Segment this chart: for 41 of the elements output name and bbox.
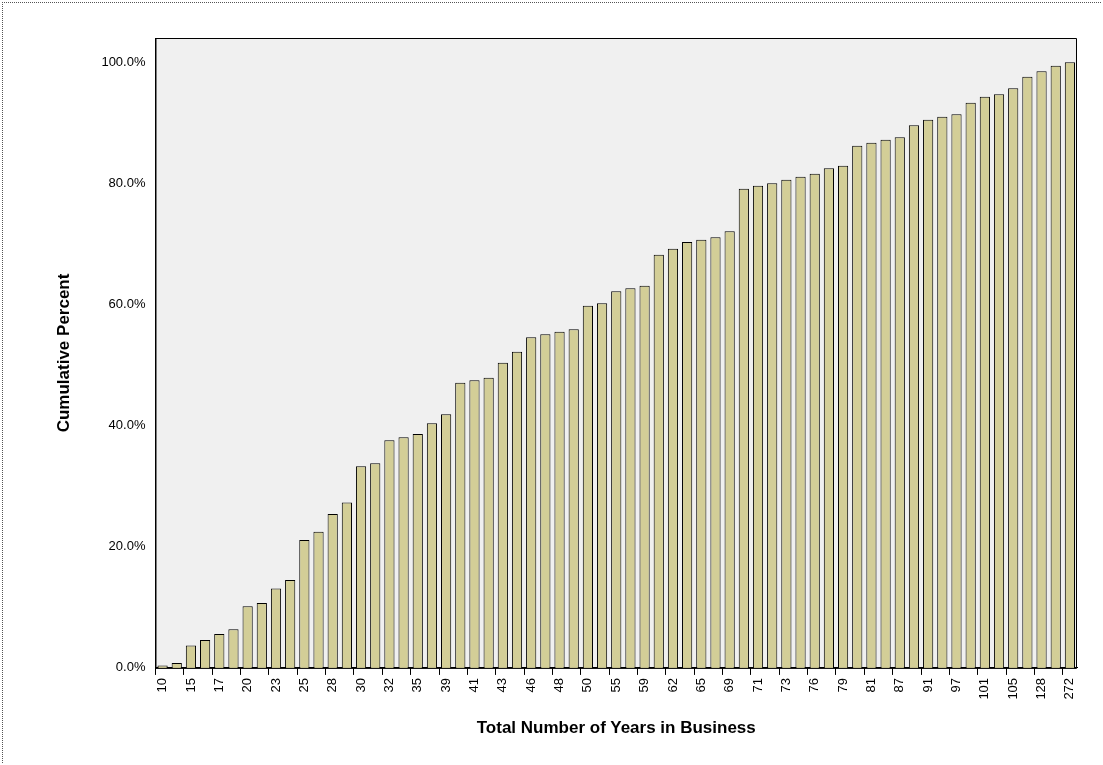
x-tick-label: 41 (466, 677, 482, 693)
x-tick-label: 79 (834, 677, 850, 693)
x-tick-label: 28 (324, 677, 340, 693)
x-tick-label: 76 (806, 677, 822, 693)
x-tick-label: 69 (721, 677, 737, 693)
x-tick-label: 39 (437, 677, 453, 693)
x-tick-label: 272 (1061, 677, 1077, 700)
y-tick-label: 100.0% (101, 53, 146, 69)
x-tick-label: 30 (352, 677, 368, 693)
x-tick-label: 15 (182, 677, 198, 693)
x-tick-label: 73 (777, 677, 793, 693)
y-tick-label: 0.0% (115, 659, 146, 675)
x-tick-label: 65 (692, 677, 708, 693)
x-tick-label: 32 (380, 677, 396, 693)
x-tick-label: 23 (267, 677, 283, 693)
x-tick-label: 46 (522, 677, 538, 693)
x-tick-label: 59 (636, 677, 652, 693)
x-tick-label: 81 (863, 677, 879, 693)
x-tick-label: 35 (409, 677, 425, 693)
y-tick-label: 40.0% (108, 417, 146, 433)
x-tick-label: 20 (239, 677, 255, 693)
x-axis-title: Total Number of Years in Business (476, 718, 756, 738)
y-axis-title: Cumulative Percent (53, 273, 73, 433)
x-tick-label: 25 (295, 677, 311, 693)
x-tick-label: 97 (948, 677, 964, 693)
x-tick-label: 91 (919, 677, 935, 693)
x-tick-label: 87 (891, 677, 907, 693)
x-tick-label: 55 (607, 677, 623, 693)
x-tick-label: 105 (1004, 677, 1020, 700)
x-tick-label: 50 (579, 677, 595, 693)
x-tick-label: 43 (494, 677, 510, 693)
x-tick-label: 101 (976, 677, 992, 700)
x-tick-label: 128 (1033, 677, 1049, 700)
x-tick-label: 17 (210, 677, 226, 693)
x-tick-label: 62 (664, 677, 680, 693)
x-tick-label: 71 (749, 677, 765, 693)
x-tick-label: 10 (154, 677, 170, 693)
y-tick-label: 20.0% (108, 538, 146, 554)
y-tick-label: 80.0% (108, 174, 146, 190)
x-tick-label: 48 (551, 677, 567, 693)
y-tick-label: 60.0% (108, 296, 146, 312)
